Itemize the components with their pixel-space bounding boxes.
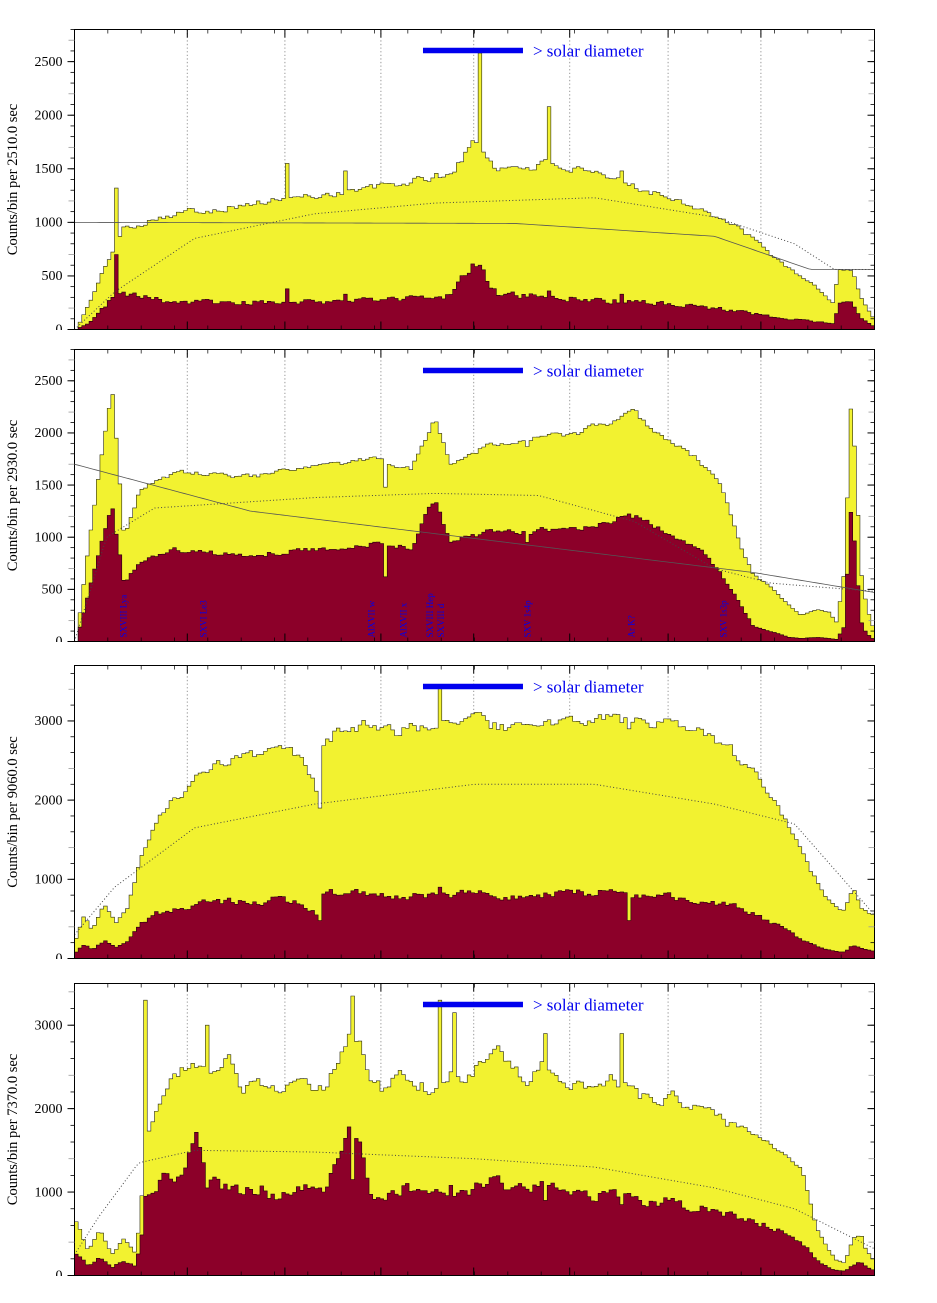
svg-text:SXVI Le3: SXVI Le3: [199, 600, 209, 638]
svg-text:3000: 3000: [35, 1018, 63, 1033]
svg-text:500: 500: [42, 583, 63, 598]
svg-text:2000: 2000: [35, 793, 63, 808]
svg-text:2000: 2000: [35, 426, 63, 441]
svg-text:1000: 1000: [35, 873, 63, 888]
svg-text:2500: 2500: [35, 374, 63, 389]
svg-text:Counts/bin per 9060.0 sec: Counts/bin per 9060.0 sec: [5, 736, 21, 887]
svg-text:SXV 1s4p: SXV 1s4p: [523, 600, 533, 638]
svg-text:0: 0: [56, 1269, 63, 1276]
svg-text:Counts/bin per 2510.0 sec: Counts/bin per 2510.0 sec: [5, 104, 21, 255]
svg-text:1000: 1000: [35, 1185, 63, 1200]
svg-text:0: 0: [56, 635, 63, 642]
svg-text:Counts/bin per 7370.0 sec: Counts/bin per 7370.0 sec: [5, 1054, 21, 1205]
svg-text:2500: 2500: [35, 55, 63, 70]
svg-text:SXV 1s3p: SXV 1s3p: [719, 600, 729, 638]
svg-text:> solar diameter: > solar diameter: [533, 42, 644, 61]
svg-text:2000: 2000: [35, 108, 63, 123]
svg-text:0: 0: [56, 323, 63, 330]
svg-text:1000: 1000: [35, 530, 63, 545]
svg-text:1500: 1500: [35, 478, 63, 493]
svg-text:AlXVII w: AlXVII w: [367, 600, 377, 637]
svg-text:3000: 3000: [35, 714, 63, 729]
svg-text:SXVIII Lya: SXVIII Lya: [119, 595, 129, 638]
svg-text:1500: 1500: [35, 162, 63, 177]
svg-text:SXVIII Hep: SXVIII Hep: [425, 593, 435, 638]
svg-text:> solar diameter: > solar diameter: [533, 362, 644, 381]
svg-text:SXVIII d: SXVIII d: [436, 603, 446, 637]
svg-text:> solar diameter: > solar diameter: [533, 996, 644, 1015]
svg-text:0: 0: [56, 952, 63, 959]
svg-text:500: 500: [42, 269, 63, 284]
svg-text:Counts/bin per 2930.0 sec: Counts/bin per 2930.0 sec: [5, 420, 21, 571]
svg-text:2000: 2000: [35, 1102, 63, 1117]
svg-text:1000: 1000: [35, 216, 63, 231]
svg-text:> solar diameter: > solar diameter: [533, 678, 644, 697]
svg-text:AlXVII x: AlXVII x: [399, 602, 409, 637]
svg-text:Ar K?: Ar K?: [627, 615, 637, 637]
